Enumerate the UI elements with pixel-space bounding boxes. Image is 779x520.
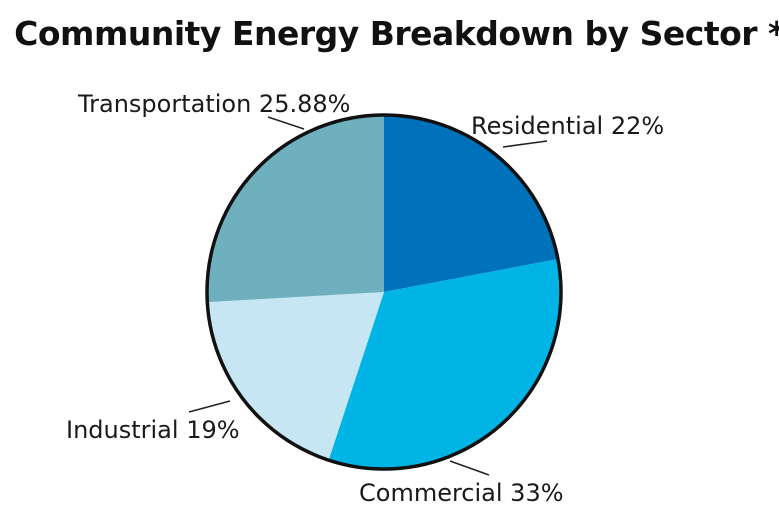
pie-outline	[205, 113, 563, 471]
pie-slice-residential	[384, 115, 558, 292]
leader-line-transportation	[267, 116, 305, 130]
pie-slice-commercial	[328, 259, 562, 470]
leader-line-commercial	[449, 460, 490, 476]
chart-title: Community Energy Breakdown by Sector *	[14, 14, 779, 53]
slice-label-transportation: Transportation 25.88%	[77, 90, 350, 118]
slice-label-industrial: Industrial 19%	[66, 416, 240, 444]
pie-slice-industrial	[207, 292, 384, 461]
slice-label-commercial: Commercial 33%	[359, 479, 564, 507]
slice-label-residential: Residential 22%	[471, 112, 664, 140]
slice-labels: Residential 22% Commercial 33% Industrial …	[66, 90, 664, 507]
leader-line-residential	[502, 140, 548, 148]
pie-slices	[206, 115, 562, 470]
pie-slice-transportation	[206, 115, 384, 303]
leader-line-industrial	[188, 400, 231, 413]
leader-lines	[188, 116, 548, 476]
